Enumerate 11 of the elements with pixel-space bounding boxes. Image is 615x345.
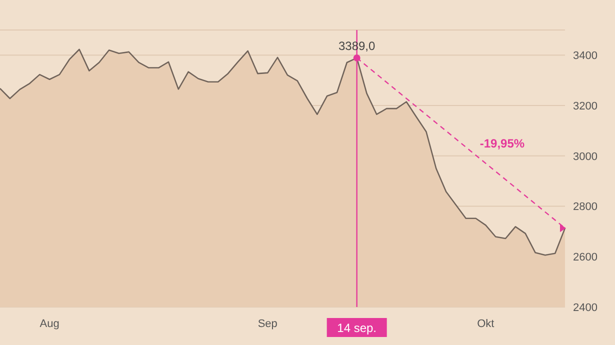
- y-tick-label: 3200: [573, 100, 598, 112]
- y-tick-label: 3400: [573, 50, 598, 62]
- x-tick-label: 14 sep.: [337, 321, 377, 335]
- y-tick-label: 2600: [573, 252, 598, 264]
- x-tick-label: Aug: [40, 318, 60, 330]
- y-tick-label: 2400: [573, 302, 598, 314]
- annotation: -19,95%: [480, 136, 525, 150]
- y-tick-label: 2800: [573, 201, 598, 214]
- y-tick-label: 3000: [573, 150, 598, 163]
- x-tick-label: Okt: [477, 318, 494, 330]
- x-tick-label: Sep: [258, 318, 278, 330]
